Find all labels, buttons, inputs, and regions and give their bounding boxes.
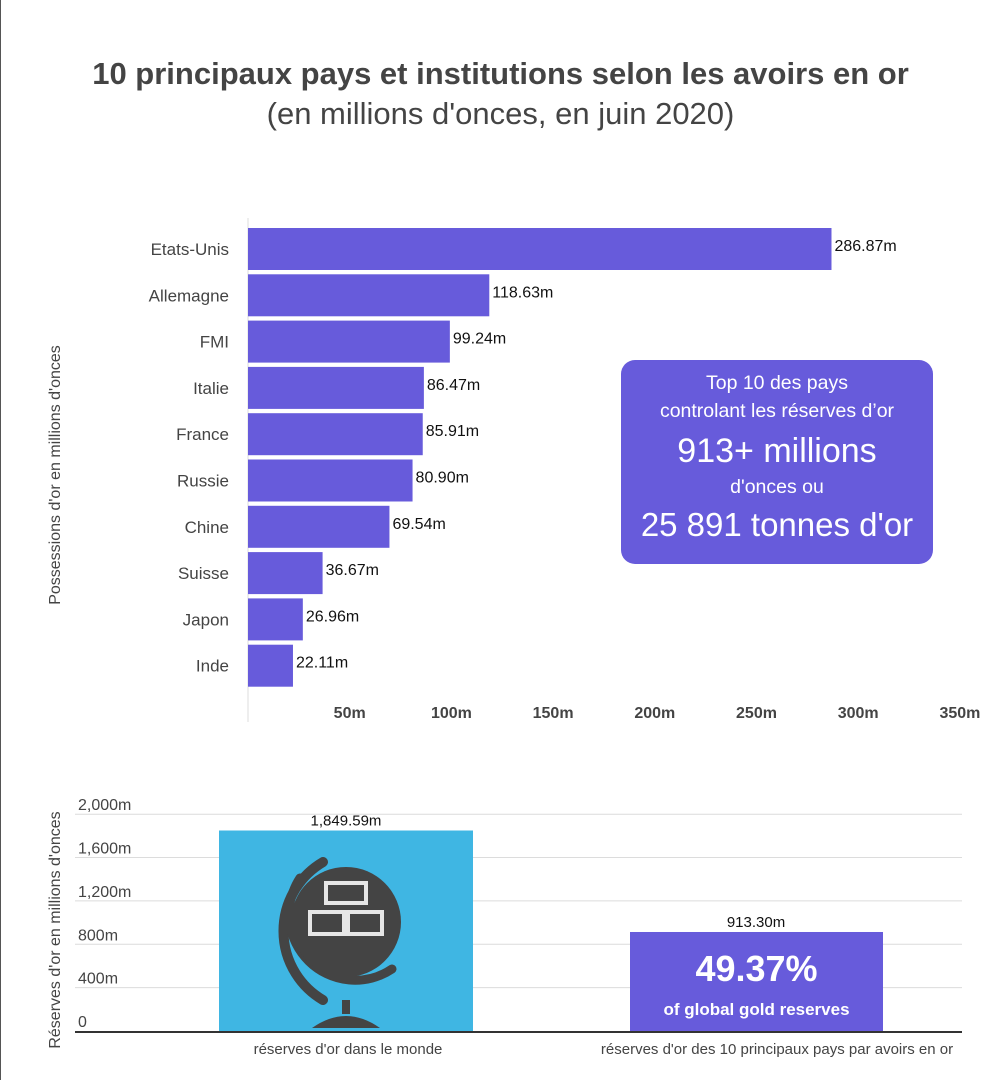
bottom-category-label: réserves d'or des 10 principaux pays par… — [601, 1041, 953, 1058]
bottom-bar-2 — [630, 931, 883, 1031]
share-label: of global gold reserves — [663, 1000, 850, 1019]
gold-bar-top — [324, 881, 368, 905]
top-data-label: 22.11m — [296, 655, 348, 672]
bottom-y-tick-label: 1,200m — [78, 884, 131, 901]
bottom-y-tick-label: 2,000m — [78, 797, 131, 814]
chart-title: 10 principaux pays et institutions selon… — [92, 56, 909, 91]
callout-line-1: Top 10 des pays — [705, 372, 848, 394]
bottom-data-label: 913.30m — [727, 914, 785, 931]
top-x-tick-label: 300m — [838, 705, 879, 722]
top-data-label: 26.96m — [306, 608, 359, 625]
callout-line-3: 913+ millions — [677, 432, 877, 470]
bottom-y-tick-label: 400m — [78, 971, 118, 988]
top-bar-9 — [248, 598, 303, 641]
top-category-label: Japon — [183, 610, 229, 629]
top-category-label: Inde — [196, 657, 229, 676]
top-category-label: Russie — [177, 472, 229, 491]
top-category-label: Suisse — [178, 564, 229, 583]
top-category-label: Etats-Unis — [151, 240, 229, 259]
gold-bar-right — [342, 910, 384, 936]
top-bar-5 — [248, 413, 423, 456]
top-bar-2 — [248, 274, 490, 317]
share-percentage: 49.37% — [695, 948, 818, 989]
top-chart-y-axis-label: Possessions d'or en millions d'onces — [47, 345, 64, 605]
top-category-label: France — [176, 425, 229, 444]
bottom-category-label: réserves d'or dans le monde — [254, 1041, 443, 1058]
top-category-label: Chine — [185, 518, 229, 537]
frame-border — [0, 0, 1, 1080]
top-x-tick-label: 200m — [634, 705, 675, 722]
top-data-label: 99.24m — [453, 331, 506, 348]
chart-subtitle: (en millions d'onces, en juin 2020) — [266, 96, 735, 131]
top-data-label: 86.47m — [427, 377, 480, 394]
bottom-data-label: 1,849.59m — [311, 813, 382, 830]
top-bar-10 — [248, 644, 293, 687]
globe-meridian-arc — [278, 857, 328, 1005]
top-x-tick-label: 50m — [334, 705, 366, 722]
globe-gold-bars-icon — [278, 857, 401, 1028]
top-data-label: 80.90m — [416, 470, 469, 487]
callout-line-4: d'onces ou — [730, 476, 824, 498]
top-bar-3 — [248, 320, 450, 363]
bottom-y-tick-label: 800m — [78, 927, 118, 944]
top-data-label: 85.91m — [426, 423, 479, 440]
globe-stand-stem — [342, 1000, 350, 1014]
top-bar-6 — [248, 459, 413, 502]
top-category-label: FMI — [200, 333, 229, 352]
bottom-y-tick-label: 1,600m — [78, 841, 131, 858]
callout-line-2: controlant les réserves d’or — [659, 400, 895, 422]
top-bar-chart: Possessions d'or en millions d'onces Etat… — [47, 218, 980, 722]
globe-stand-base — [312, 1016, 380, 1028]
bottom-chart-y-axis-label: Réserves d'or en millions d'onces — [47, 811, 64, 1048]
top-data-label: 286.87m — [834, 238, 896, 255]
top-x-tick-label: 100m — [431, 705, 472, 722]
top-bar-1 — [248, 228, 832, 270]
callout-line-5: 25 891 tonnes d'or — [640, 506, 914, 543]
top-bar-4 — [248, 366, 424, 409]
top-x-tick-label: 250m — [736, 705, 777, 722]
top-x-tick-label: 350m — [939, 705, 980, 722]
top-bar-8 — [248, 552, 323, 595]
top-bar-7 — [248, 505, 390, 548]
top-data-label: 69.54m — [392, 516, 445, 533]
top-x-tick-label: 150m — [533, 705, 574, 722]
gold-bar-left — [308, 910, 350, 936]
top-category-label: Italie — [193, 379, 229, 398]
top-category-label: Allemagne — [149, 286, 229, 305]
bottom-y-tick-label: 0 — [78, 1014, 87, 1031]
top-data-label: 36.67m — [326, 562, 379, 579]
top-data-label: 118.63m — [492, 284, 553, 301]
top10-callout-box: Top 10 des pays controlant les réserves … — [621, 360, 933, 564]
